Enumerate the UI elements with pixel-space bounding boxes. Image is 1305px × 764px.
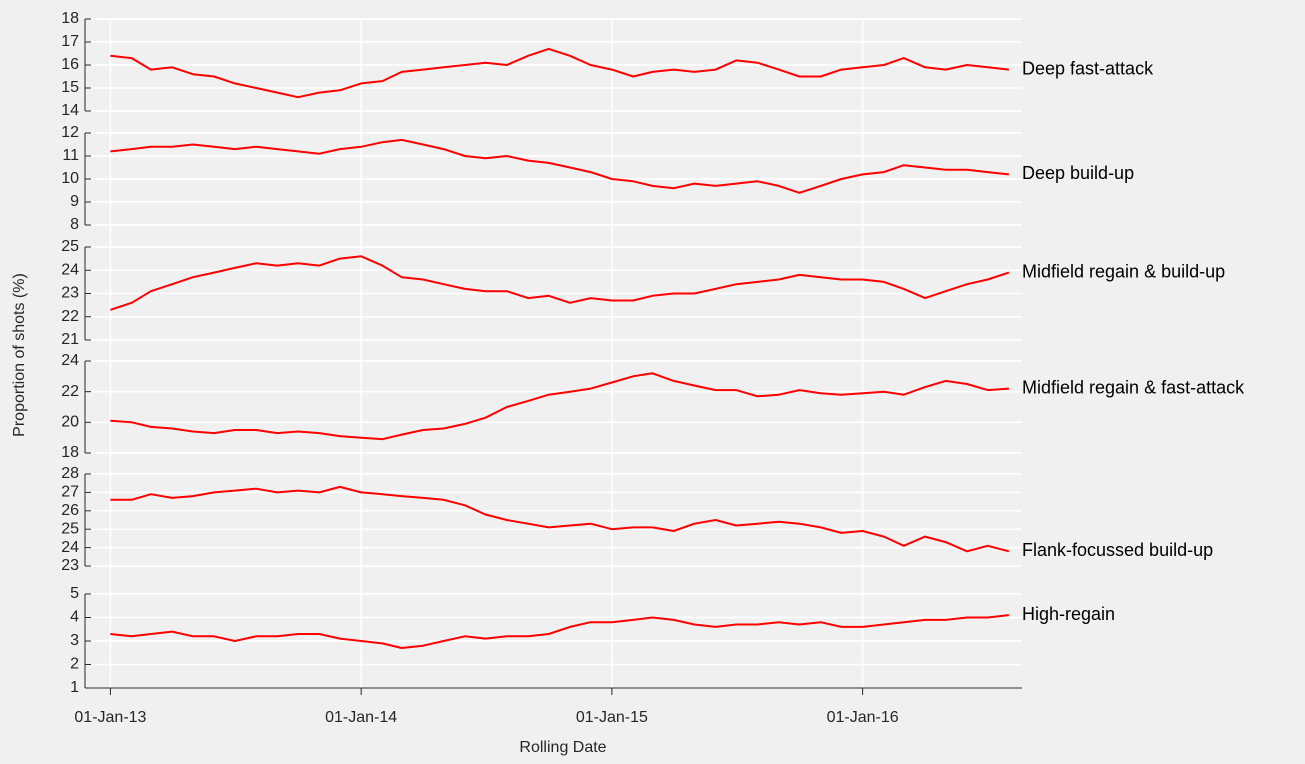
- series-line: [110, 485, 1010, 553]
- y-tick-label: 16: [61, 56, 79, 73]
- x-tick-label: 01-Jan-15: [576, 709, 648, 726]
- series-label: High-regain: [1022, 604, 1115, 624]
- series-label: Deep build-up: [1022, 163, 1134, 183]
- y-tick-label: 18: [61, 444, 79, 461]
- series-line: [110, 614, 1010, 649]
- y-tick-label: 5: [70, 585, 79, 602]
- y-tick-label: 24: [61, 352, 79, 369]
- y-tick-label: 20: [61, 414, 79, 431]
- y-tick-label: 2: [70, 656, 79, 673]
- y-tick-label: 17: [61, 33, 79, 50]
- x-axis-label: Rolling Date: [519, 739, 606, 756]
- y-tick-label: 14: [61, 102, 79, 119]
- series-label: Midfield regain & build-up: [1022, 261, 1225, 281]
- y-tick-label: 9: [70, 193, 79, 210]
- series-label: Deep fast-attack: [1022, 58, 1154, 78]
- y-tick-label: 11: [62, 147, 79, 164]
- series-line: [110, 255, 1010, 311]
- y-tick-label: 24: [61, 261, 79, 278]
- y-tick-label: 1: [70, 679, 79, 696]
- y-tick-label: 12: [61, 124, 79, 141]
- series-line: [110, 138, 1010, 194]
- y-tick-label: 10: [61, 170, 79, 187]
- x-tick-label: 01-Jan-16: [827, 709, 899, 726]
- y-tick-label: 24: [61, 539, 79, 556]
- x-tick-label: 01-Jan-13: [74, 709, 146, 726]
- y-tick-label: 15: [61, 79, 79, 96]
- y-tick-label: 28: [61, 465, 79, 482]
- y-tick-label: 3: [70, 632, 79, 649]
- y-tick-label: 27: [61, 484, 79, 501]
- y-tick-label: 22: [61, 308, 79, 325]
- y-tick-label: 4: [70, 609, 79, 626]
- series-label: Flank-focussed build-up: [1022, 540, 1213, 560]
- y-axis-label: Proportion of shots (%): [11, 273, 28, 437]
- y-tick-label: 23: [61, 285, 79, 302]
- y-tick-label: 21: [61, 331, 79, 348]
- x-tick-label: 01-Jan-14: [325, 709, 397, 726]
- y-tick-label: 22: [61, 383, 79, 400]
- y-tick-label: 8: [70, 216, 79, 233]
- y-tick-label: 25: [61, 520, 79, 537]
- series-line: [110, 372, 1009, 441]
- series-line: [110, 47, 1010, 99]
- series-label: Midfield regain & fast-attack: [1022, 377, 1245, 397]
- y-tick-label: 26: [61, 502, 79, 519]
- y-tick-label: 25: [61, 238, 79, 255]
- y-tick-label: 23: [61, 557, 79, 574]
- y-tick-label: 18: [61, 10, 79, 27]
